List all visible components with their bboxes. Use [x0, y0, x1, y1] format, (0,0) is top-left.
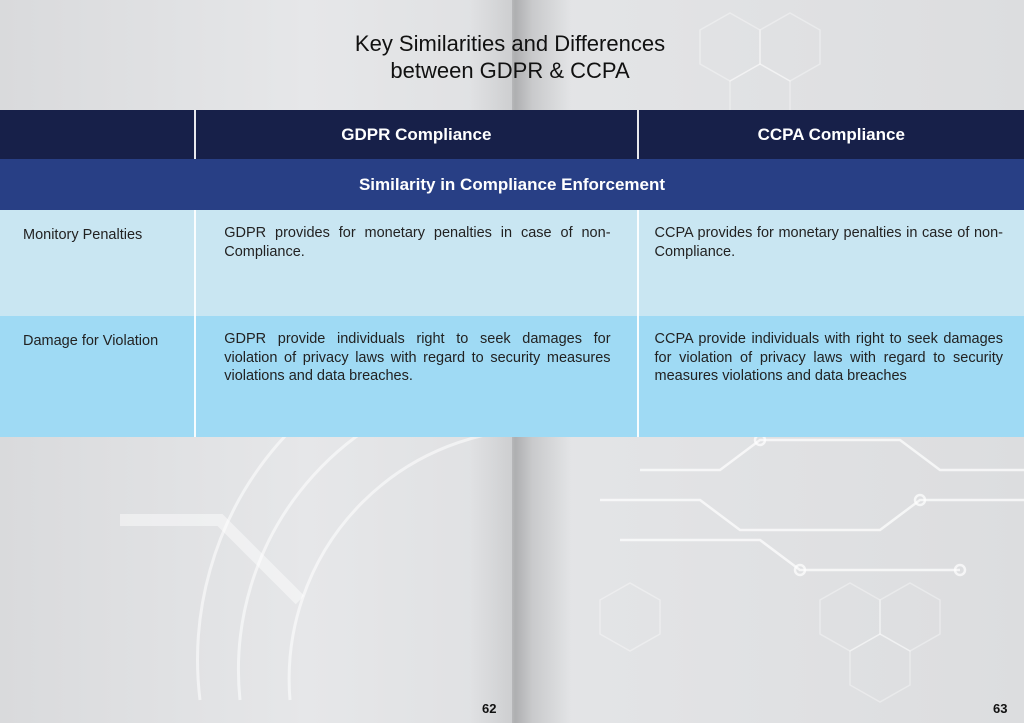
title-line-1: Key Similarities and Differences — [354, 31, 666, 56]
row-label: Damage for Violation — [23, 333, 159, 349]
title-line-2: between GDPR & CCPA — [390, 58, 630, 83]
header-empty-cell — [0, 110, 194, 159]
page-title: Key Similarities and Differences between… — [260, 30, 760, 84]
table-row: Monitory Penalties GDPR provides for mon… — [0, 210, 1024, 316]
page-number-left: 62 — [482, 701, 497, 716]
gdpr-cell: GDPR provide individuals right to seek d… — [224, 331, 611, 384]
column-divider — [636, 210, 639, 316]
page-number-right: 63 — [993, 701, 1008, 716]
column-divider — [194, 316, 197, 437]
column-divider — [194, 110, 197, 159]
ccpa-cell: CCPA provides for monetary penalties in … — [654, 225, 1003, 260]
column-divider — [636, 110, 639, 159]
header-gdpr: GDPR Compliance — [341, 124, 492, 144]
table-header-row: GDPR Compliance CCPA Compliance — [0, 110, 1024, 159]
ccpa-cell: CCPA provide individuals with right to s… — [654, 331, 1003, 384]
gdpr-cell: GDPR provides for monetary penalties in … — [224, 225, 611, 260]
table-row: Damage for Violation GDPR provide indivi… — [0, 316, 1024, 437]
column-divider — [636, 316, 639, 437]
header-ccpa: CCPA Compliance — [757, 124, 905, 144]
column-divider — [194, 210, 197, 316]
comparison-table: GDPR Compliance CCPA Compliance Similari… — [0, 110, 1024, 437]
section-title-row: Similarity in Compliance Enforcement — [0, 159, 1024, 210]
row-label: Monitory Penalties — [23, 227, 143, 243]
